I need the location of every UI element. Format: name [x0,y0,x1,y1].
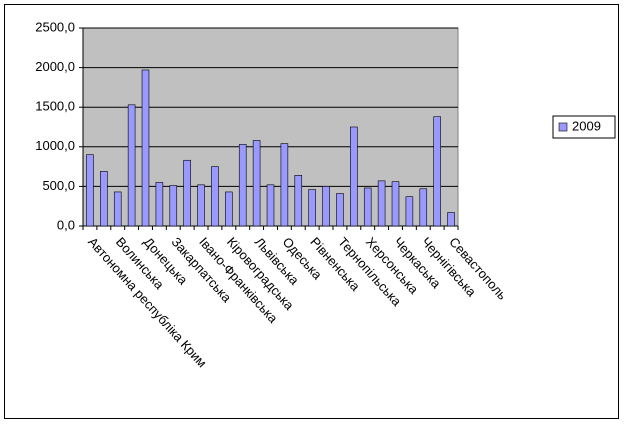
bar [211,166,219,227]
y-tick-label: 0,0 [57,217,75,232]
bar [197,184,205,227]
bar [141,69,150,227]
y-tick-label: 1000,0 [35,138,75,153]
bar [350,126,358,227]
bar [405,196,414,227]
bar [155,182,164,227]
bar [238,144,247,227]
bar [308,189,316,227]
y-tick-label: 500,0 [42,178,75,193]
bar [169,185,178,227]
y-tick-label: 2000,0 [35,59,75,74]
bar [447,212,455,227]
bar [225,191,233,227]
bar [363,187,372,227]
bar [433,116,441,227]
bar [294,175,303,227]
bar [127,104,136,227]
bar [86,154,94,227]
bar [252,140,261,227]
legend-swatch [558,122,568,132]
y-tick-label: 2500,0 [35,19,75,34]
legend-box [552,115,616,139]
bar [280,143,289,227]
bar [336,193,344,227]
bar [391,181,400,227]
y-tick-label: 1500,0 [35,99,75,114]
bar [266,184,275,227]
bar [183,159,191,227]
bar [100,171,108,227]
legend-label: 2009 [572,118,601,133]
bar [322,186,330,227]
bar [419,188,428,227]
bar [113,191,122,227]
bar [377,180,386,227]
